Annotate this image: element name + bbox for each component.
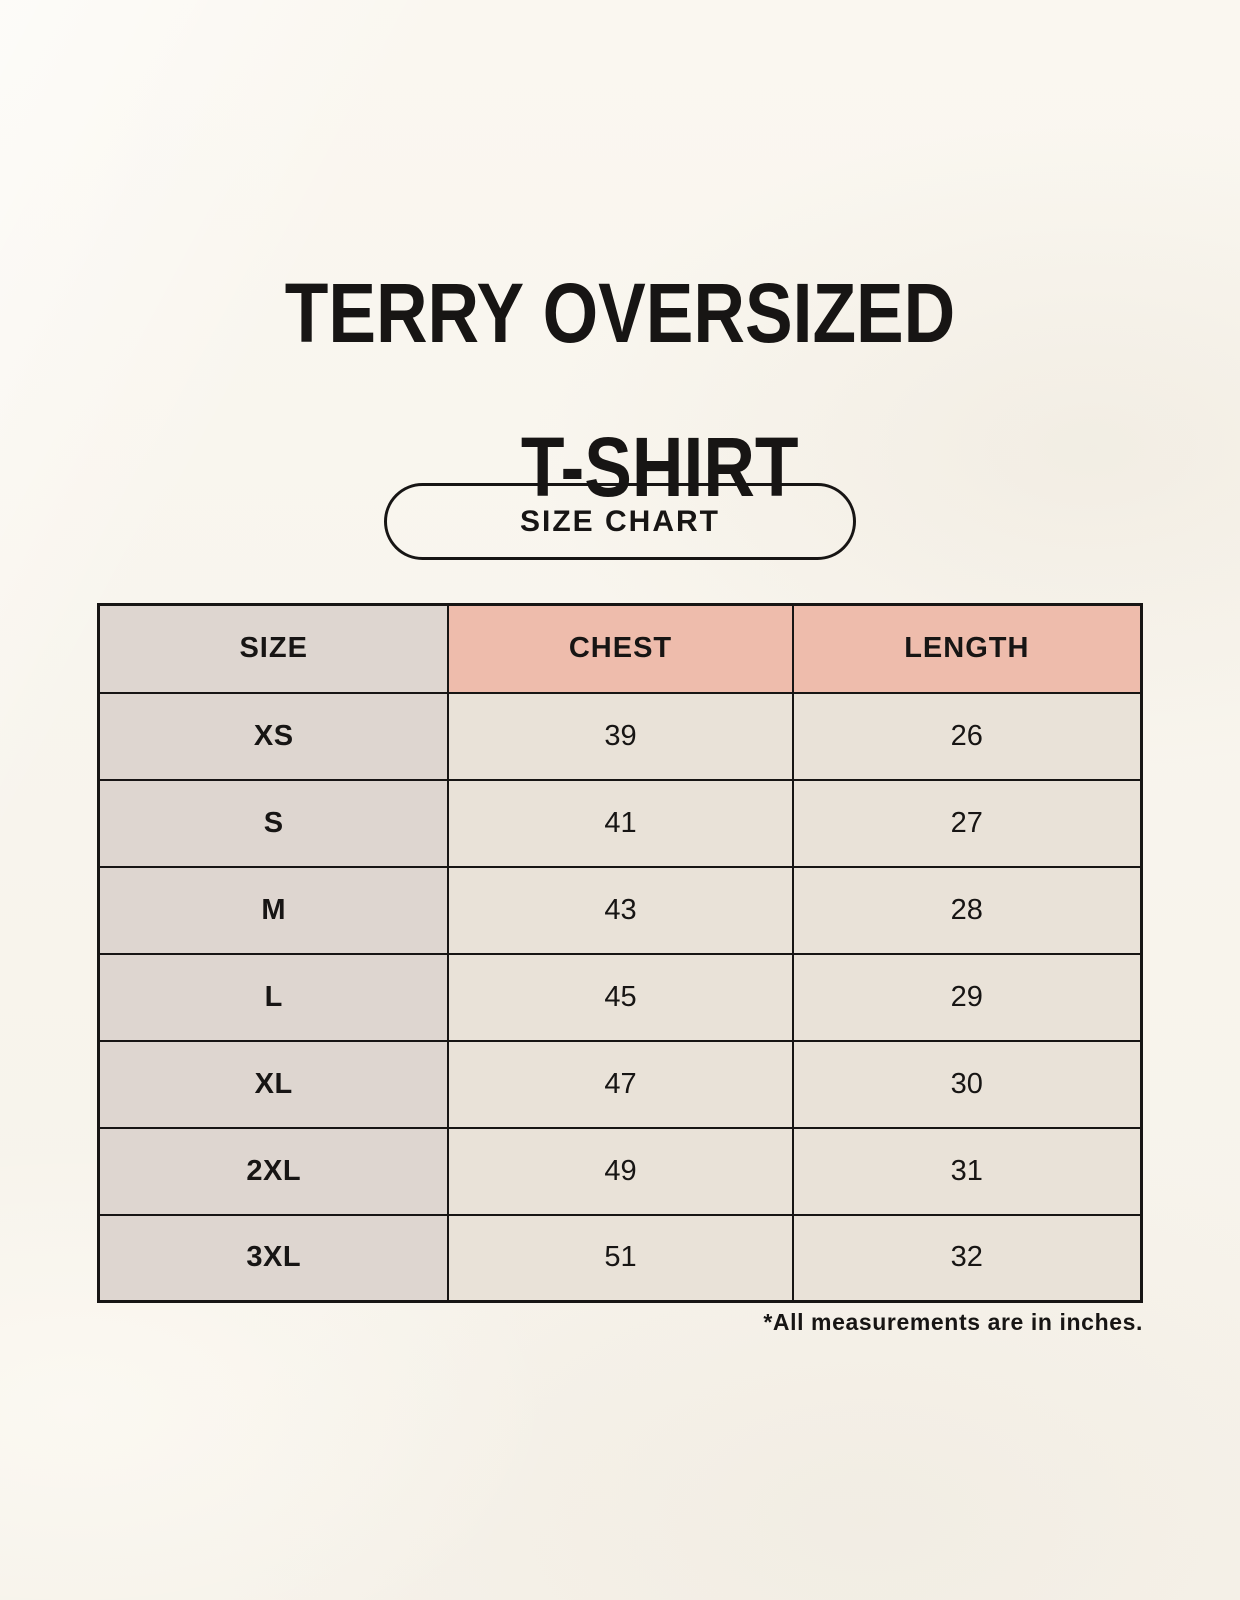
table-header-size: SIZE bbox=[97, 603, 450, 694]
chest-cell: 47 bbox=[447, 1039, 794, 1129]
size-cell: XL bbox=[97, 1039, 450, 1129]
measurements-footnote: *All measurements are in inches. bbox=[763, 1309, 1143, 1335]
table-row-s: S 41 27 bbox=[97, 778, 1143, 868]
table-row-3xl: 3XL 51 32 bbox=[97, 1213, 1143, 1303]
size-cell: M bbox=[97, 865, 450, 955]
table-header-length: LENGTH bbox=[791, 603, 1143, 694]
length-cell: 27 bbox=[791, 778, 1143, 868]
table-row-2xl: 2XL 49 31 bbox=[97, 1126, 1143, 1216]
size-cell: L bbox=[97, 952, 450, 1042]
length-cell: 30 bbox=[791, 1039, 1143, 1129]
page-title: TERRY OVERSIZED T-SHIRT bbox=[93, 271, 1147, 583]
size-cell: XS bbox=[97, 691, 450, 781]
table-header-chest: CHEST bbox=[447, 603, 794, 694]
title-line-1: TERRY OVERSIZED bbox=[284, 266, 956, 360]
chest-cell: 41 bbox=[447, 778, 794, 868]
length-cell: 32 bbox=[791, 1213, 1143, 1303]
table-header-row: SIZE CHEST LENGTH bbox=[97, 603, 1143, 694]
length-cell: 31 bbox=[791, 1126, 1143, 1216]
size-cell: 2XL bbox=[97, 1126, 450, 1216]
length-cell: 28 bbox=[791, 865, 1143, 955]
table-row-l: L 45 29 bbox=[97, 952, 1143, 1042]
table-row-m: M 43 28 bbox=[97, 865, 1143, 955]
length-cell: 26 bbox=[791, 691, 1143, 781]
chest-cell: 45 bbox=[447, 952, 794, 1042]
size-chart-badge-label: SIZE CHART bbox=[520, 504, 720, 538]
chest-cell: 43 bbox=[447, 865, 794, 955]
table-row-xs: XS 39 26 bbox=[97, 691, 1143, 781]
size-table: SIZE CHEST LENGTH XS 39 26 S 41 27 M 43 … bbox=[97, 603, 1143, 1303]
size-cell: S bbox=[97, 778, 450, 868]
length-cell: 29 bbox=[791, 952, 1143, 1042]
table-row-xl: XL 47 30 bbox=[97, 1039, 1143, 1129]
chest-cell: 49 bbox=[447, 1126, 794, 1216]
chest-cell: 39 bbox=[447, 691, 794, 781]
chest-cell: 51 bbox=[447, 1213, 794, 1303]
size-chart-badge: SIZE CHART bbox=[384, 483, 856, 560]
title-line-2: T-SHIRT bbox=[520, 420, 799, 514]
size-cell: 3XL bbox=[97, 1213, 450, 1303]
